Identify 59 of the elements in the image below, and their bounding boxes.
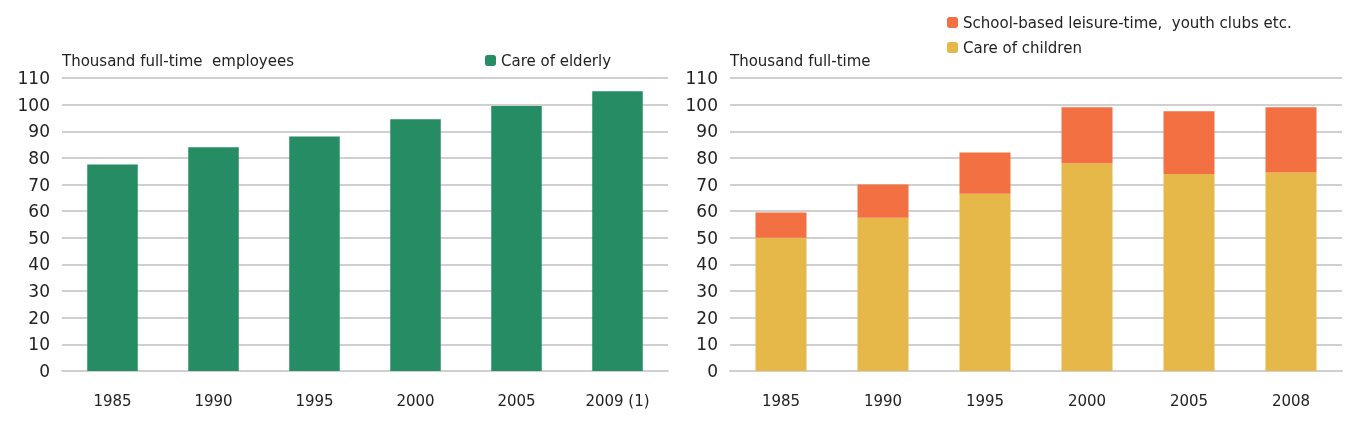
bar bbox=[188, 147, 239, 371]
bar bbox=[1163, 173, 1215, 371]
y-tick-label: 50 bbox=[28, 227, 50, 248]
y-tick-label: 50 bbox=[696, 227, 718, 248]
y-tick-label: 10 bbox=[696, 334, 718, 355]
y-tick-label: 100 bbox=[685, 94, 718, 115]
x-tick-label: 1995 bbox=[295, 391, 334, 410]
x-tick-label: 1985 bbox=[761, 391, 801, 410]
bar bbox=[959, 152, 1011, 194]
y-tick-label: 110 bbox=[17, 68, 50, 88]
y-axis-title: Thousand full-time bbox=[729, 51, 871, 70]
y-tick-label: 30 bbox=[28, 281, 50, 302]
legend-label: Care of elderly bbox=[501, 51, 612, 70]
bar bbox=[1163, 111, 1215, 174]
bar bbox=[390, 119, 441, 371]
legend-label: Care of children bbox=[963, 38, 1082, 57]
y-axis-title: Thousand full-time employees bbox=[61, 51, 295, 70]
y-tick-label: 0 bbox=[39, 361, 50, 381]
bar bbox=[857, 184, 909, 218]
y-tick-label: 20 bbox=[28, 307, 50, 328]
y-tick-label: 10 bbox=[28, 334, 50, 355]
y-tick-label: 70 bbox=[696, 174, 718, 195]
bar bbox=[755, 237, 807, 371]
bar bbox=[491, 105, 542, 371]
y-tick-label: 0 bbox=[707, 361, 718, 381]
bar bbox=[1061, 163, 1113, 371]
bar bbox=[1265, 172, 1317, 371]
x-tick-label: 1985 bbox=[93, 391, 132, 410]
x-tick-label: 2005 bbox=[497, 391, 536, 410]
y-tick-label: 60 bbox=[28, 201, 50, 222]
x-tick-label: 1995 bbox=[965, 391, 1005, 410]
x-tick-label: 1990 bbox=[863, 391, 903, 410]
x-tick-label: 2000 bbox=[1067, 391, 1107, 410]
y-tick-label: 40 bbox=[696, 254, 718, 275]
bar bbox=[1265, 107, 1317, 173]
x-tick-label: 2009 (1) bbox=[585, 391, 650, 410]
y-tick-label: 60 bbox=[696, 201, 718, 222]
x-tick-label: 2008 bbox=[1271, 391, 1311, 410]
y-tick-label: 20 bbox=[696, 307, 718, 328]
y-tick-label: 90 bbox=[28, 121, 50, 142]
bar bbox=[592, 91, 643, 371]
y-tick-label: 80 bbox=[696, 147, 718, 168]
bar bbox=[289, 136, 340, 371]
y-tick-label: 30 bbox=[696, 281, 718, 302]
legend-label: School-based leisure-time, youth clubs etc. bbox=[963, 13, 1292, 32]
y-tick-label: 110 bbox=[685, 68, 718, 88]
bar bbox=[1061, 107, 1113, 164]
y-tick-label: 70 bbox=[28, 174, 50, 195]
x-tick-label: 1990 bbox=[194, 391, 233, 410]
y-tick-label: 90 bbox=[696, 121, 718, 142]
y-tick-label: 100 bbox=[17, 94, 50, 115]
x-tick-label: 2000 bbox=[396, 391, 435, 410]
bar bbox=[857, 217, 909, 371]
bar bbox=[755, 212, 807, 238]
bar bbox=[87, 164, 138, 371]
y-tick-label: 40 bbox=[28, 254, 50, 275]
bar bbox=[959, 193, 1011, 371]
y-tick-label: 80 bbox=[28, 147, 50, 168]
x-tick-label: 2005 bbox=[1169, 391, 1209, 410]
